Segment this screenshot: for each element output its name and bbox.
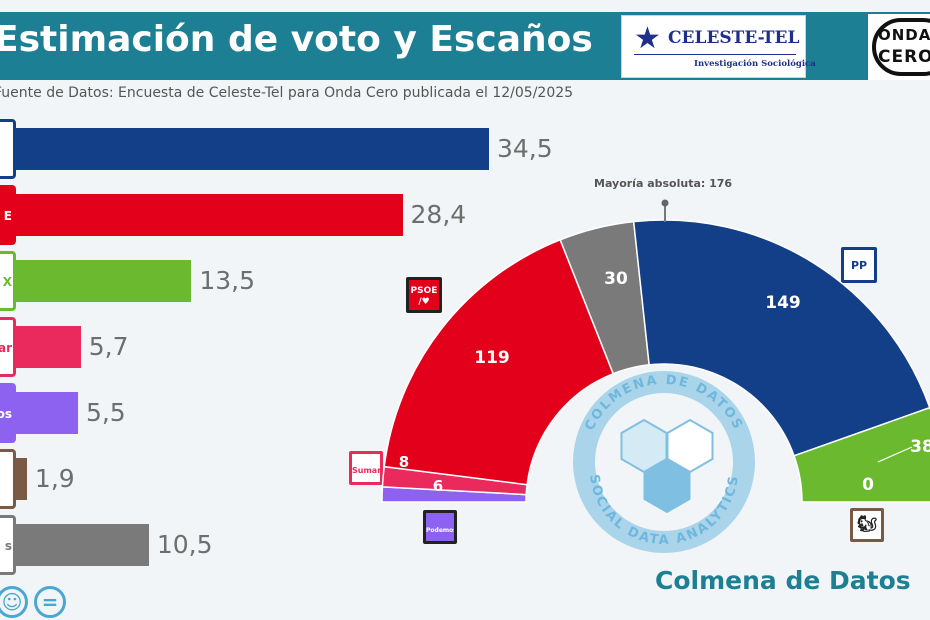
person-icon: ☺ [0, 586, 28, 618]
brand-name: Colmena de Datos [655, 566, 911, 595]
onda-cero-line2: CERO [878, 47, 930, 67]
salf-squirrel-icon: 🐿 [856, 514, 878, 533]
onda-cero-line1: ONDA [878, 26, 930, 44]
psoe-logo-badge: PSOE /♥ [406, 277, 442, 313]
party-logo-salf [0, 449, 16, 509]
bar-vox [0, 260, 192, 302]
pp-logo-badge: PP [841, 247, 877, 283]
celeste-tel-name: CELESTE-TEL [668, 28, 800, 48]
psoe-logo-rose: /♥ [418, 297, 430, 307]
hemicycle-segment-psoe [383, 238, 615, 486]
hemicycle-segment-vox [793, 406, 930, 503]
bar-pp [0, 128, 489, 170]
party-logo-fragment: X [2, 275, 12, 289]
vox-leader-line [877, 446, 913, 463]
seat-label-podemos: 6 [433, 477, 443, 495]
seat-label-sumar: 8 [399, 453, 409, 471]
party-logo-fragment: os [0, 407, 12, 421]
party-logo-fragment: E [3, 209, 12, 223]
seat-label-otros: 30 [604, 269, 628, 289]
sumar-logo-badge: Sumar [349, 451, 383, 485]
bar-psoe [0, 194, 403, 236]
party-logo-sumar: ar [0, 317, 16, 377]
onda-ring-icon [872, 18, 930, 76]
majority-marker-dot [661, 199, 669, 207]
seat-label-pp: 149 [765, 293, 801, 313]
watermark-hexagon-icon [666, 418, 714, 474]
party-logo-podemos: os [0, 383, 16, 443]
data-source: Fuente de Datos: Encuesta de Celeste-Tel… [0, 85, 574, 101]
bar-value-otros: 10,5 [156, 530, 213, 559]
onda-cero-logo: ONDA CERO [868, 14, 930, 80]
podemos-logo-badge: Podemos [423, 510, 457, 544]
party-logo-vox: X [0, 251, 16, 311]
party-logo-fragment: s [4, 539, 12, 553]
party-logo-psoe: E [0, 185, 16, 245]
psoe-logo-text: PSOE [410, 286, 438, 296]
watermark-ring [573, 371, 755, 553]
bar-value-pp: 34,5 [497, 134, 553, 163]
majority-annotation: Mayoría absoluta: 176 [594, 177, 733, 190]
bar-value-sumar: 5,7 [88, 332, 129, 361]
watermark-hexagon-icon [643, 458, 691, 514]
seat-label-salf: 0 [862, 475, 874, 495]
bar-otros [0, 524, 149, 566]
equals-icon: = [34, 586, 66, 618]
bar-value-vox: 13,5 [199, 266, 256, 295]
seat-label-psoe: 119 [474, 348, 510, 368]
podemos-logo-text: Podemos [426, 527, 457, 534]
celeste-tel-logo: ★ CELESTE-TEL Investigación Sociológica [621, 15, 816, 78]
logo-divider [634, 54, 796, 55]
celeste-tel-subtitle: Investigación Sociológica [694, 59, 816, 69]
star-icon: ★ [634, 21, 661, 56]
party-logo-otros: s [0, 515, 16, 575]
hemicycle-segment-pp [632, 219, 930, 457]
party-logo-pp [0, 119, 16, 179]
page-title: Estimación de voto y Escaños [0, 19, 593, 60]
bar-value-salf: 1,9 [34, 464, 75, 493]
bar-value-podemos: 5,5 [85, 398, 126, 427]
salf-logo-badge: 🐿 [850, 508, 884, 542]
sumar-logo-text: Sumar [352, 466, 382, 475]
party-logo-fragment: ar [0, 341, 12, 355]
seat-label-vox: 38 [910, 437, 930, 457]
pp-logo-text: PP [850, 259, 868, 272]
bar-value-psoe: 28,4 [410, 200, 467, 229]
